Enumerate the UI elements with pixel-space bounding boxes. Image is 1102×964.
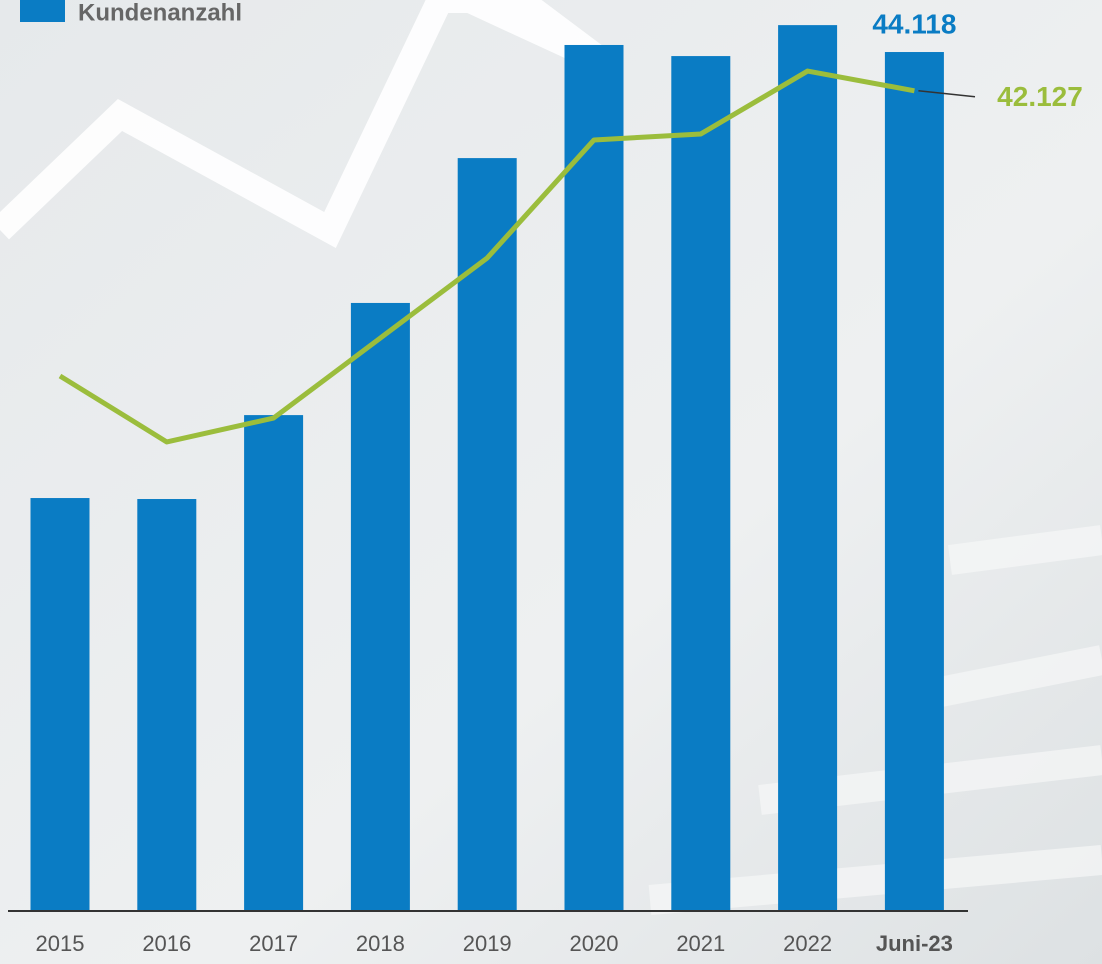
x-tick-label: 2020 [570, 931, 619, 956]
legend-swatch [20, 0, 65, 22]
bar [564, 44, 624, 911]
legend-label: Kundenanzahl [78, 0, 242, 26]
bar [30, 498, 90, 911]
data-label: 42.127 [997, 81, 1083, 112]
label-leader [918, 90, 976, 98]
bar [884, 52, 944, 912]
bar [457, 158, 517, 911]
x-tick-label: 2016 [142, 931, 191, 956]
x-tick-label: Juni-23 [876, 931, 953, 956]
x-tick-label: 2019 [463, 931, 512, 956]
x-tick-label: 2015 [36, 931, 85, 956]
bar [137, 499, 197, 911]
x-tick-label: 2017 [249, 931, 298, 956]
x-tick-label: 2021 [676, 931, 725, 956]
decor-stairs [648, 525, 1102, 915]
x-tick-label: 2018 [356, 931, 405, 956]
line [58, 68, 915, 445]
bar [350, 302, 410, 911]
data-label: 44.118 [872, 8, 956, 39]
x-tick-label: 2022 [783, 931, 832, 956]
bar [244, 415, 304, 911]
bar [778, 25, 838, 911]
bar [671, 56, 731, 911]
